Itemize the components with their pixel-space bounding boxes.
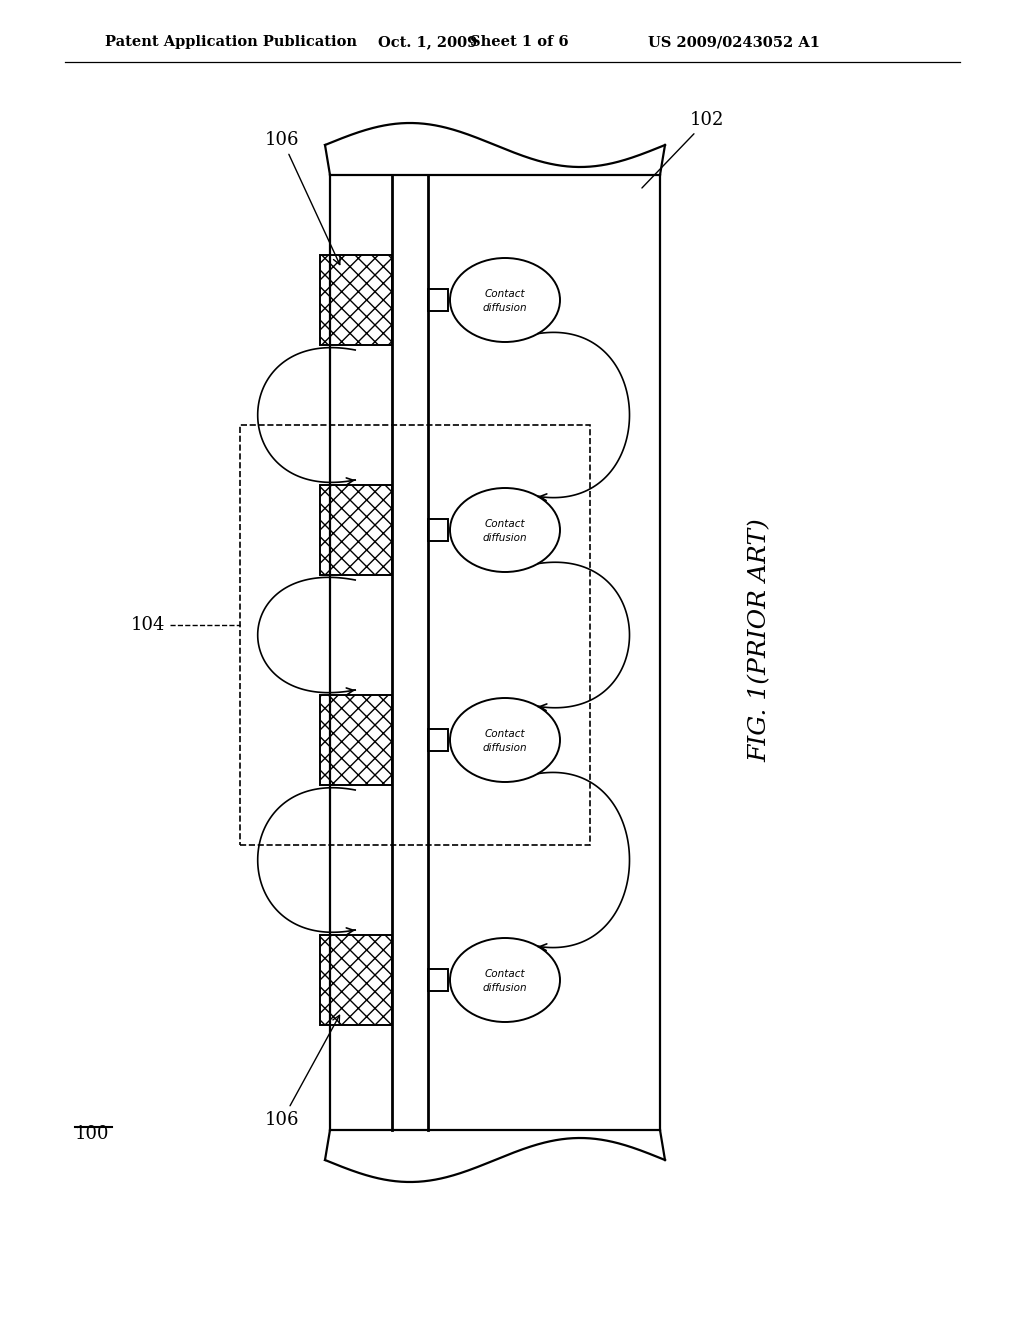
Polygon shape [319,255,392,345]
Ellipse shape [450,488,560,572]
Polygon shape [428,969,449,991]
Polygon shape [428,729,449,751]
Text: diffusion: diffusion [482,304,527,313]
Text: 102: 102 [642,111,724,187]
Text: Oct. 1, 2009: Oct. 1, 2009 [378,36,477,49]
Text: diffusion: diffusion [482,743,527,752]
Ellipse shape [450,939,560,1022]
Text: 106: 106 [265,1015,340,1129]
Text: Contact: Contact [484,729,525,739]
Text: Patent Application Publication: Patent Application Publication [105,36,357,49]
Text: Contact: Contact [484,519,525,529]
Polygon shape [319,696,392,785]
Ellipse shape [450,698,560,781]
Ellipse shape [450,257,560,342]
Text: Contact: Contact [484,969,525,979]
Text: 104: 104 [131,616,165,634]
Text: diffusion: diffusion [482,533,527,543]
Text: 100: 100 [75,1125,110,1143]
Polygon shape [319,935,392,1026]
Text: FIG. 1(PRIOR ART): FIG. 1(PRIOR ART) [749,519,771,762]
Polygon shape [319,484,392,576]
Polygon shape [428,519,449,541]
Text: US 2009/0243052 A1: US 2009/0243052 A1 [648,36,820,49]
Text: diffusion: diffusion [482,983,527,993]
Text: 106: 106 [265,131,340,264]
Text: Sheet 1 of 6: Sheet 1 of 6 [470,36,568,49]
Text: Contact: Contact [484,289,525,300]
Polygon shape [428,289,449,312]
